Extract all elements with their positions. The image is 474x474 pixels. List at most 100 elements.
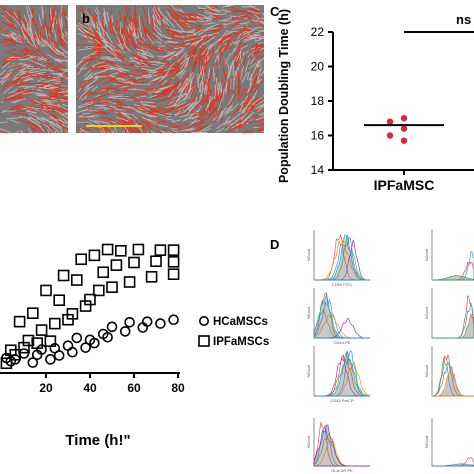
cell bbox=[106, 117, 121, 124]
growth-x-tick-label: 80 bbox=[171, 381, 185, 395]
cell bbox=[206, 99, 213, 115]
cell bbox=[229, 15, 237, 18]
hcamsc-point bbox=[102, 331, 113, 343]
cell bbox=[55, 53, 68, 58]
cell bbox=[100, 72, 115, 75]
cell bbox=[22, 91, 35, 95]
hcamsc-point bbox=[71, 332, 83, 344]
cell bbox=[60, 5, 63, 15]
cell bbox=[189, 120, 197, 126]
cell bbox=[41, 95, 58, 98]
cell bbox=[58, 27, 63, 42]
cell bbox=[50, 44, 58, 49]
cell bbox=[159, 70, 170, 82]
cell bbox=[136, 110, 147, 116]
chart-c-y-tick-label: 20 bbox=[311, 60, 325, 74]
cell bbox=[128, 88, 136, 91]
cell bbox=[254, 119, 262, 123]
ipfamsc-point bbox=[0, 357, 13, 370]
cell bbox=[14, 89, 24, 92]
cell bbox=[46, 44, 57, 54]
cell bbox=[17, 55, 26, 59]
cell bbox=[157, 55, 168, 58]
panel-d: D %Count CD90 FITC %Count CD44 PE %Count CD45… bbox=[270, 222, 474, 474]
cell bbox=[20, 74, 31, 79]
cell bbox=[172, 105, 186, 110]
hcamsc-point bbox=[141, 316, 153, 327]
cell bbox=[208, 99, 216, 110]
cell bbox=[58, 17, 61, 29]
cell bbox=[239, 103, 244, 113]
cell bbox=[249, 62, 257, 70]
cell bbox=[257, 105, 264, 112]
cell bbox=[172, 119, 181, 123]
cell bbox=[205, 23, 220, 30]
cell bbox=[44, 98, 56, 104]
cell bbox=[219, 117, 224, 124]
cell bbox=[174, 18, 189, 27]
cell bbox=[34, 36, 40, 46]
cell bbox=[221, 76, 224, 85]
cell bbox=[58, 108, 68, 111]
cell bbox=[124, 117, 137, 124]
cell bbox=[182, 39, 197, 43]
cell bbox=[20, 55, 37, 61]
cell bbox=[95, 7, 101, 15]
cell bbox=[58, 46, 68, 55]
cell bbox=[247, 10, 260, 15]
cell bbox=[85, 20, 95, 28]
cell bbox=[171, 55, 182, 65]
cell bbox=[241, 97, 252, 110]
cell bbox=[10, 119, 20, 124]
cell bbox=[216, 127, 225, 133]
cell bbox=[142, 6, 147, 17]
cell bbox=[109, 50, 122, 63]
hcamsc-point bbox=[119, 326, 131, 337]
cell bbox=[240, 129, 255, 133]
microscopy-image-b: b bbox=[76, 5, 264, 133]
cell bbox=[201, 105, 207, 115]
histogram-y-label: %Count bbox=[425, 436, 429, 448]
cell bbox=[3, 84, 15, 94]
cell bbox=[179, 87, 186, 97]
cell bbox=[198, 20, 213, 23]
cell bbox=[2, 57, 9, 61]
data-point bbox=[386, 132, 394, 139]
cell bbox=[208, 38, 222, 49]
cell bbox=[174, 80, 182, 89]
cell bbox=[247, 50, 255, 58]
panel-c: C Population Doubling Time (h) 14 16 18 20 2… bbox=[270, 0, 474, 200]
cell bbox=[253, 106, 261, 113]
cell bbox=[14, 81, 25, 87]
ipfamsc-point bbox=[123, 276, 136, 288]
histogram-curve bbox=[313, 293, 370, 339]
cell bbox=[203, 78, 206, 91]
cell bbox=[54, 30, 57, 42]
data-point bbox=[400, 125, 408, 132]
cell bbox=[42, 78, 59, 84]
ipfamsc-point bbox=[40, 284, 52, 297]
cell bbox=[207, 68, 210, 80]
ipfamsc-point bbox=[84, 293, 96, 306]
cell bbox=[187, 122, 198, 129]
chart-c-y-tick-label: 22 bbox=[311, 25, 325, 39]
cell bbox=[86, 121, 102, 129]
cell bbox=[19, 131, 22, 133]
cell bbox=[90, 17, 97, 29]
cell bbox=[168, 43, 176, 46]
chart-c-y-tick-label: 18 bbox=[311, 94, 325, 108]
cell bbox=[32, 61, 46, 67]
cell bbox=[252, 99, 258, 106]
cell bbox=[162, 128, 177, 133]
data-point bbox=[386, 118, 394, 125]
cell bbox=[256, 104, 264, 109]
cell bbox=[124, 42, 132, 51]
cell bbox=[130, 42, 137, 50]
cell bbox=[47, 54, 62, 64]
cell bbox=[93, 14, 100, 28]
cell bbox=[152, 107, 163, 109]
cell bbox=[251, 36, 264, 40]
cell bbox=[89, 78, 105, 87]
cell bbox=[64, 51, 68, 53]
cell bbox=[8, 15, 16, 27]
